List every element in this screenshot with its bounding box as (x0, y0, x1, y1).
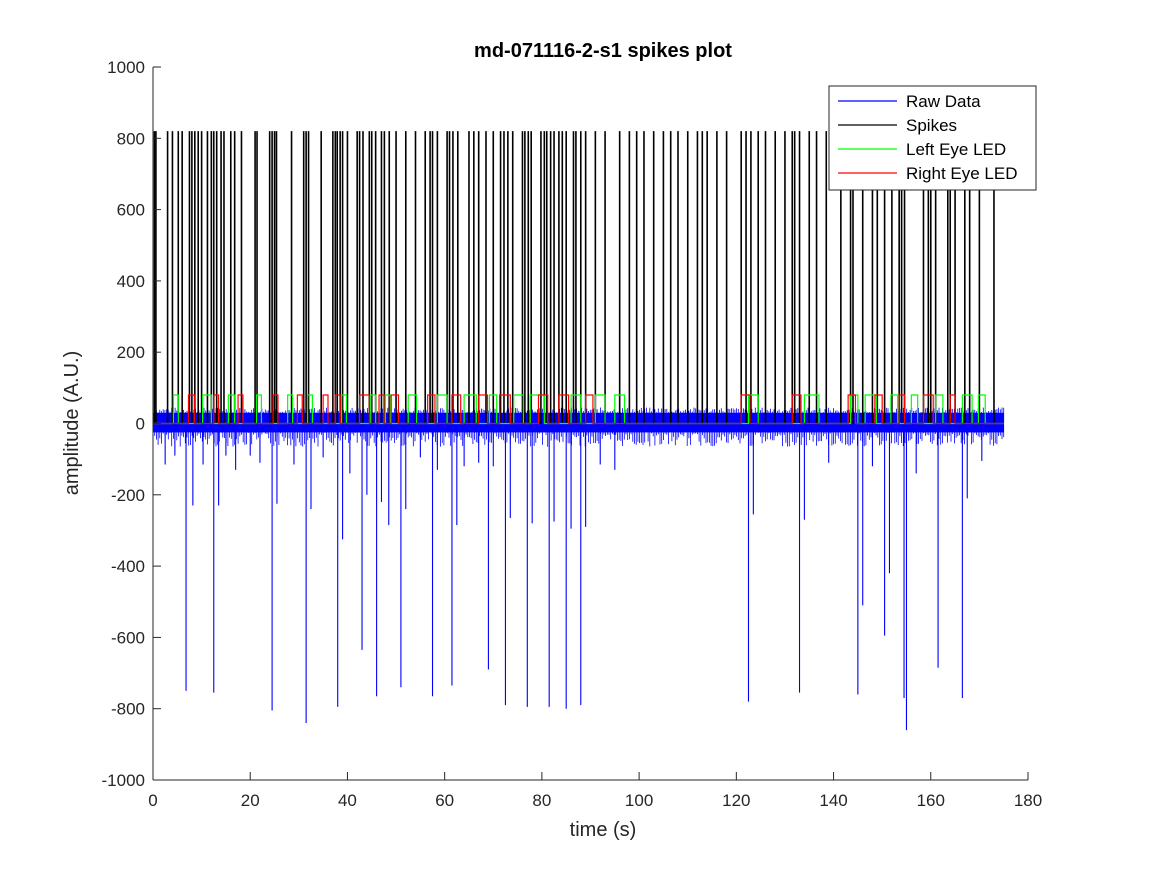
led-layer (153, 394, 1004, 425)
y-axis-label: amplitude (A.U.) (61, 351, 83, 496)
x-tick-label: 0 (148, 791, 157, 810)
x-tick-label: 20 (241, 791, 260, 810)
x-tick-label: 140 (819, 791, 847, 810)
x-tick-label: 80 (532, 791, 551, 810)
x-axis-label: time (s) (570, 819, 637, 841)
legend: Raw Data Spikes Left Eye LED Right Eye L… (828, 85, 1037, 191)
y-tick-label: -600 (111, 628, 145, 647)
x-tick-label: 180 (1014, 791, 1042, 810)
left-eye-led-trace (153, 394, 1004, 425)
x-tick-label: 120 (722, 791, 750, 810)
y-tick-label: 200 (117, 343, 145, 362)
y-tick-label: -400 (111, 557, 145, 576)
y-axis-ticks: 1000 800 600 400 200 0 -200 -400 -600 -800 -1000 (102, 58, 161, 790)
y-tick-label: 600 (117, 201, 145, 220)
x-tick-label: 100 (625, 791, 653, 810)
y-tick-label: 400 (117, 272, 145, 291)
legend-label-raw-data: Raw Data (906, 92, 981, 111)
legend-label-spikes: Spikes (906, 116, 957, 135)
y-tick-label: -800 (111, 700, 145, 719)
y-tick-label: 800 (117, 129, 145, 148)
x-tick-label: 60 (435, 791, 454, 810)
y-tick-label: -200 (111, 486, 145, 505)
legend-label-left-eye-led: Left Eye LED (906, 140, 1006, 159)
x-axis-ticks: 0 20 40 60 80 100 120 140 160 180 (148, 772, 1042, 810)
x-tick-label: 40 (338, 791, 357, 810)
y-tick-label: -1000 (102, 771, 145, 790)
y-tick-label: 1000 (107, 58, 145, 77)
chart-title: md-071116-2-s1 spikes plot (474, 40, 732, 62)
raw-data-layer (152, 407, 1005, 731)
y-tick-label: 0 (136, 415, 145, 434)
right-eye-led-trace (153, 394, 1004, 425)
x-tick-label: 160 (917, 791, 945, 810)
legend-label-right-eye-led: Right Eye LED (906, 164, 1018, 183)
